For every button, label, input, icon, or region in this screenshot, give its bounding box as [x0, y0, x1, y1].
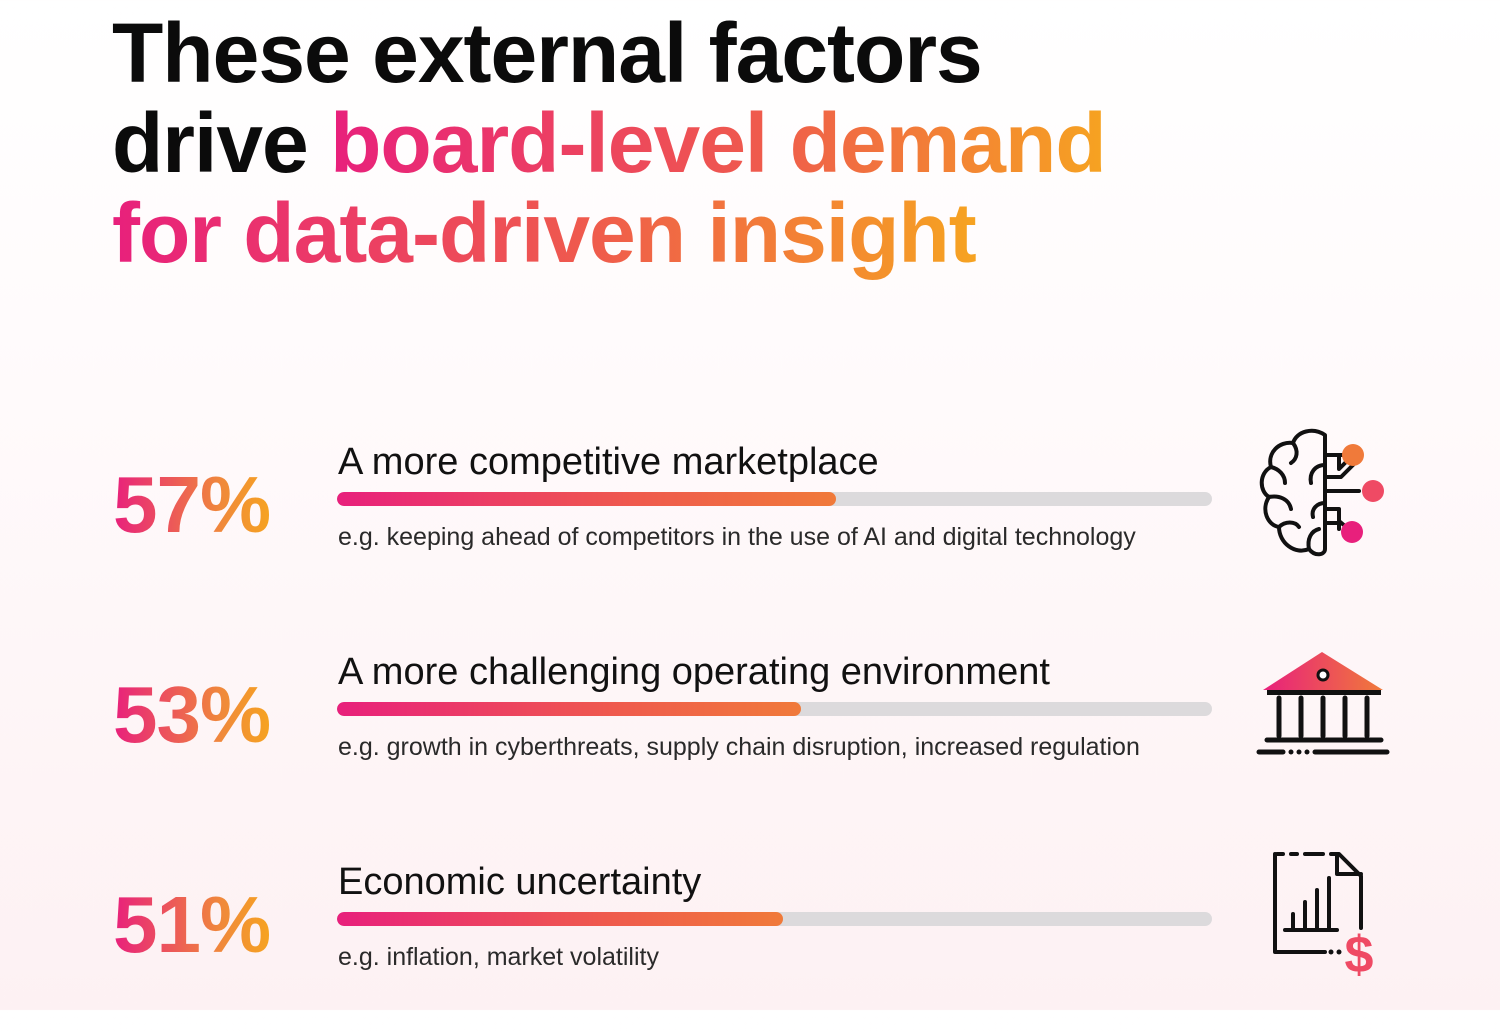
bar-track [337, 912, 1212, 926]
bar-fill [337, 492, 836, 506]
bar-fill [337, 702, 801, 716]
factor-row: 51% Economic uncertainty e.g. inflation,… [0, 861, 1500, 1032]
factor-title: Economic uncertainty [338, 861, 702, 903]
svg-text:$: $ [1345, 926, 1374, 980]
brain-network-icon [1259, 428, 1384, 557]
bar-fill [337, 912, 784, 926]
percent-label: 57% [113, 460, 271, 549]
factor-example: e.g. growth in cyberthreats, supply chai… [338, 733, 1140, 761]
headline: These external factors drive board-level… [112, 8, 1312, 278]
headline-line2-plain: drive [112, 96, 331, 190]
financial-report-icon: $ [1273, 852, 1374, 980]
factor-example: e.g. keeping ahead of competitors in the… [338, 523, 1136, 551]
bar-track [337, 702, 1212, 716]
bar-track [337, 492, 1212, 506]
factor-title: A more competitive marketplace [338, 441, 879, 483]
headline-line1: These external factors [112, 6, 983, 100]
percent-label: 53% [113, 670, 271, 759]
headline-line2-highlight: board-level demand [330, 96, 1107, 190]
headline-line3-highlight: for data-driven insight [112, 186, 977, 280]
percent-label: 51% [113, 880, 271, 969]
bank-building-icon [1256, 652, 1390, 755]
factor-example: e.g. inflation, market volatility [338, 943, 659, 971]
factor-title: A more challenging operating environment [338, 651, 1050, 693]
factor-row: 57% A more competitive marketplace e.g. … [0, 441, 1500, 612]
factor-row: 53% A more challenging operating environ… [0, 651, 1500, 822]
